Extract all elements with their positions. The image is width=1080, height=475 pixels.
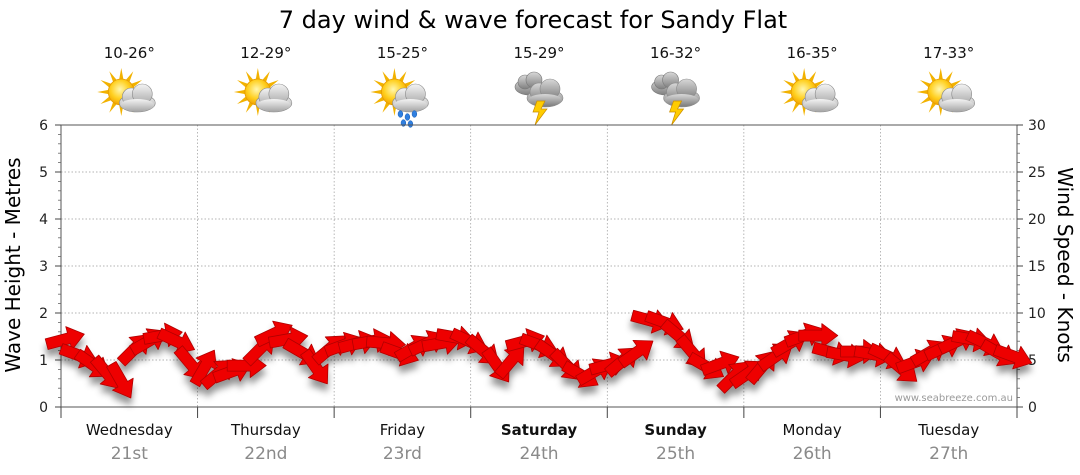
storm-cloud-icon — [514, 71, 564, 126]
y-axis-label-left: Wave Height - Metres — [1, 157, 25, 372]
y-axis-label-right: Wind Speed - Knots — [1053, 167, 1077, 363]
chart-title: 7 day wind & wave forecast for Sandy Fla… — [279, 6, 787, 34]
left-tick-label: 6 — [39, 118, 48, 134]
day-label: Tuesday — [917, 421, 979, 439]
date-label: 27th — [929, 444, 968, 464]
day-label: Wednesday — [86, 421, 173, 439]
wind-arrow — [106, 361, 134, 399]
wind-arrow — [992, 344, 1033, 370]
wind-arrow — [798, 323, 839, 349]
left-tick-label: 4 — [39, 212, 48, 228]
watermark: www.seabreeze.com.au — [895, 393, 1013, 404]
wind-arrow — [300, 348, 329, 385]
right-tick-label: 10 — [1028, 306, 1046, 322]
day-label: Monday — [783, 421, 842, 439]
left-tick-label: 3 — [39, 259, 48, 275]
right-tick-label: 5 — [1028, 353, 1037, 369]
sun-cloud-icon — [916, 68, 976, 116]
day-label: Sunday — [644, 421, 707, 439]
wind-arrow — [617, 339, 654, 369]
left-tick-label: 2 — [39, 306, 48, 322]
date-label: 26th — [793, 444, 832, 464]
sun-cloud-icon — [233, 68, 293, 116]
day-label: Saturday — [501, 421, 578, 439]
date-label: 25th — [656, 444, 695, 464]
date-label: 21st — [111, 444, 148, 464]
sun-cloud-icon — [97, 68, 156, 116]
temperature-range: 16-35° — [787, 44, 838, 62]
day-label: Thursday — [230, 421, 301, 439]
wind-arrow — [494, 345, 525, 380]
temperature-range: 12-29° — [240, 44, 291, 62]
temperature-range: 15-29° — [513, 44, 564, 62]
temperature-range: 15-25° — [377, 44, 428, 62]
left-tick-label: 5 — [39, 165, 48, 181]
storm-cloud-icon — [651, 71, 700, 126]
temperature-range: 17-33° — [923, 44, 974, 62]
sun-cloud-icon — [780, 68, 839, 116]
day-label: Friday — [380, 421, 426, 439]
right-tick-label: 25 — [1028, 165, 1046, 181]
date-label: 23rd — [383, 444, 422, 464]
wind-arrow — [189, 349, 218, 388]
date-label: 24th — [519, 444, 558, 464]
date-label: 22nd — [244, 444, 287, 464]
sun-cloud-rain-icon — [370, 68, 429, 128]
wind-arrow — [44, 326, 85, 351]
temperature-range: 10-26° — [104, 44, 155, 62]
right-tick-label: 15 — [1028, 259, 1046, 275]
left-tick-label: 1 — [39, 353, 48, 369]
right-tick-label: 0 — [1028, 400, 1037, 416]
left-tick-label: 0 — [39, 400, 48, 416]
right-tick-label: 30 — [1028, 118, 1046, 134]
right-tick-label: 20 — [1028, 212, 1046, 228]
temperature-range: 16-32° — [650, 44, 701, 62]
